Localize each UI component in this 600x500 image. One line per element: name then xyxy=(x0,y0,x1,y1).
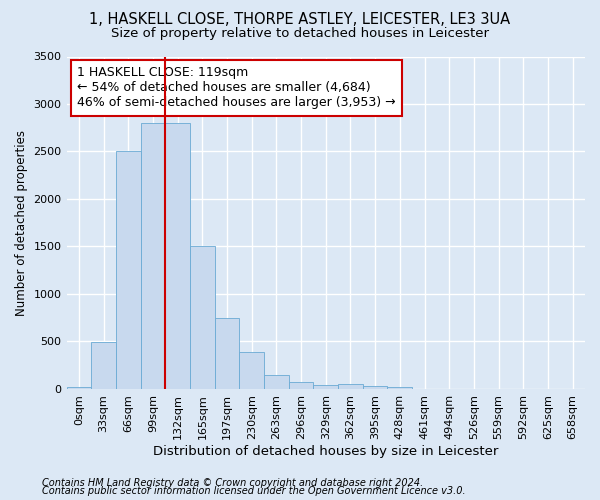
Bar xyxy=(264,374,289,389)
Bar xyxy=(165,123,190,389)
Text: Contains HM Land Registry data © Crown copyright and database right 2024.: Contains HM Land Registry data © Crown c… xyxy=(42,478,423,488)
Bar xyxy=(140,123,165,389)
Bar xyxy=(239,352,264,389)
Bar xyxy=(363,386,388,389)
Y-axis label: Number of detached properties: Number of detached properties xyxy=(15,130,28,316)
Text: 1, HASKELL CLOSE, THORPE ASTLEY, LEICESTER, LE3 3UA: 1, HASKELL CLOSE, THORPE ASTLEY, LEICEST… xyxy=(89,12,511,28)
Text: Size of property relative to detached houses in Leicester: Size of property relative to detached ho… xyxy=(111,28,489,40)
Bar xyxy=(116,152,140,389)
Bar xyxy=(338,384,363,389)
Text: Contains public sector information licensed under the Open Government Licence v3: Contains public sector information licen… xyxy=(42,486,466,496)
Bar xyxy=(91,342,116,389)
Bar xyxy=(313,385,338,389)
Bar xyxy=(67,386,91,389)
Bar xyxy=(215,318,239,389)
Bar xyxy=(388,387,412,389)
Bar xyxy=(190,246,215,389)
Text: 1 HASKELL CLOSE: 119sqm
← 54% of detached houses are smaller (4,684)
46% of semi: 1 HASKELL CLOSE: 119sqm ← 54% of detache… xyxy=(77,66,395,110)
X-axis label: Distribution of detached houses by size in Leicester: Distribution of detached houses by size … xyxy=(153,444,499,458)
Bar xyxy=(289,382,313,389)
